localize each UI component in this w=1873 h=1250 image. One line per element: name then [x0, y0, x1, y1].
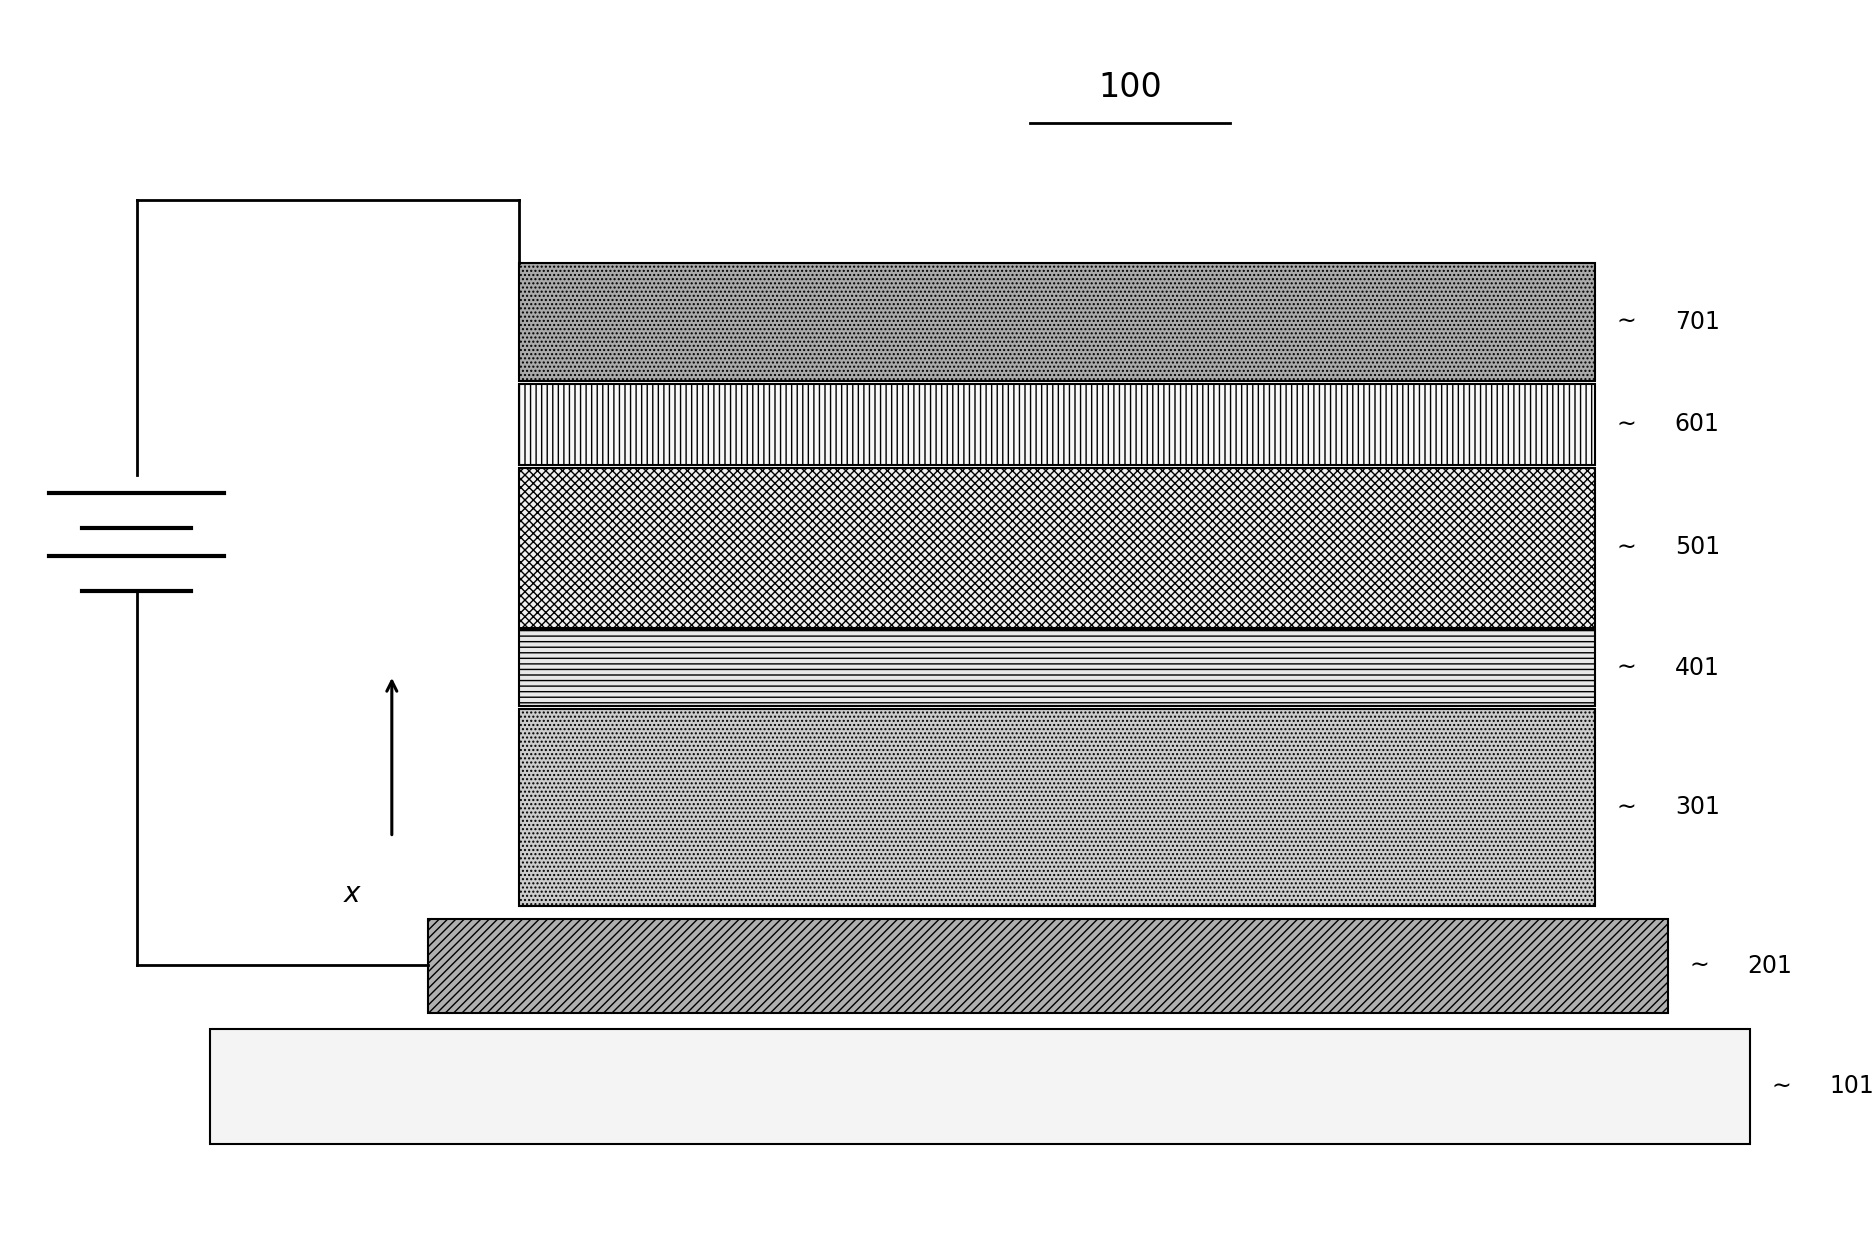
- Text: 301: 301: [1674, 795, 1719, 820]
- Text: 401: 401: [1674, 656, 1719, 680]
- Text: 101: 101: [1830, 1074, 1873, 1099]
- Text: 100: 100: [1098, 71, 1161, 104]
- Text: 701: 701: [1674, 310, 1719, 334]
- Text: ∼: ∼: [1616, 310, 1637, 334]
- Bar: [429, 919, 1667, 1013]
- Text: 601: 601: [1674, 412, 1719, 436]
- Text: ∼: ∼: [1616, 656, 1637, 680]
- Bar: [519, 384, 1594, 465]
- Text: ∼: ∼: [1616, 795, 1637, 820]
- Bar: [519, 709, 1594, 906]
- Text: ∼: ∼: [1616, 535, 1637, 560]
- Text: ∼: ∼: [1616, 412, 1637, 436]
- Bar: [519, 262, 1594, 381]
- Text: 501: 501: [1674, 535, 1719, 560]
- Text: ∼: ∼: [1772, 1074, 1791, 1099]
- Text: x: x: [343, 880, 360, 908]
- Bar: [519, 468, 1594, 628]
- Text: 201: 201: [1748, 954, 1792, 978]
- Bar: [210, 1029, 1749, 1144]
- Text: ∼: ∼: [1689, 954, 1710, 978]
- Bar: [519, 630, 1594, 706]
